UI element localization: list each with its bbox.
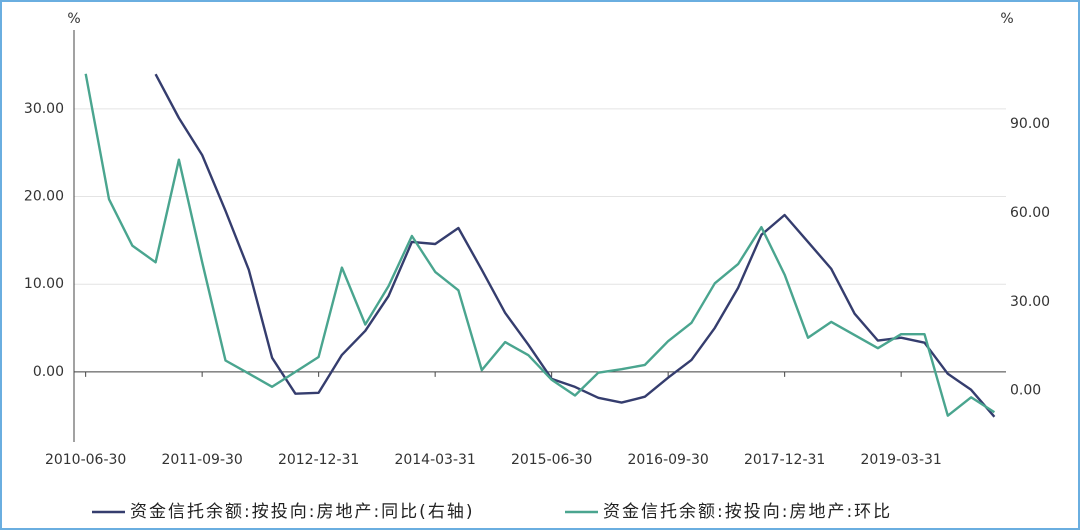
y-tick-label: 30.00: [24, 101, 64, 117]
y2-tick-label: 30.00: [1010, 294, 1050, 310]
series-line: [154, 73, 996, 418]
x-tick-label: 2017-12-31: [744, 452, 825, 468]
series-line: [84, 73, 996, 417]
y2-tick-label: 60.00: [1010, 205, 1050, 221]
y2-tick-label: 0.00: [1010, 383, 1041, 399]
x-tick-label: 2011-09-30: [161, 452, 242, 468]
y-tick-label: 20.00: [24, 189, 64, 205]
x-tick-label: 2016-09-30: [627, 452, 708, 468]
y2-tick-label: 90.00: [1010, 116, 1050, 132]
x-tick-label: 2015-06-30: [511, 452, 592, 468]
y-tick-label: 10.00: [24, 276, 64, 292]
legend-text: 资金信托余额:按投向:房地产:环比: [603, 502, 892, 522]
y2-unit: %: [1000, 11, 1013, 27]
y-unit: %: [67, 11, 80, 27]
x-tick-label: 2010-06-30: [45, 452, 126, 468]
x-tick-label: 2019-03-31: [860, 452, 941, 468]
x-tick-label: 2012-12-31: [278, 452, 359, 468]
y-tick-label: 0.00: [33, 364, 64, 380]
legend-text: 资金信托余额:按投向:房地产:同比(右轴): [130, 502, 474, 522]
x-tick-label: 2014-03-31: [394, 452, 475, 468]
